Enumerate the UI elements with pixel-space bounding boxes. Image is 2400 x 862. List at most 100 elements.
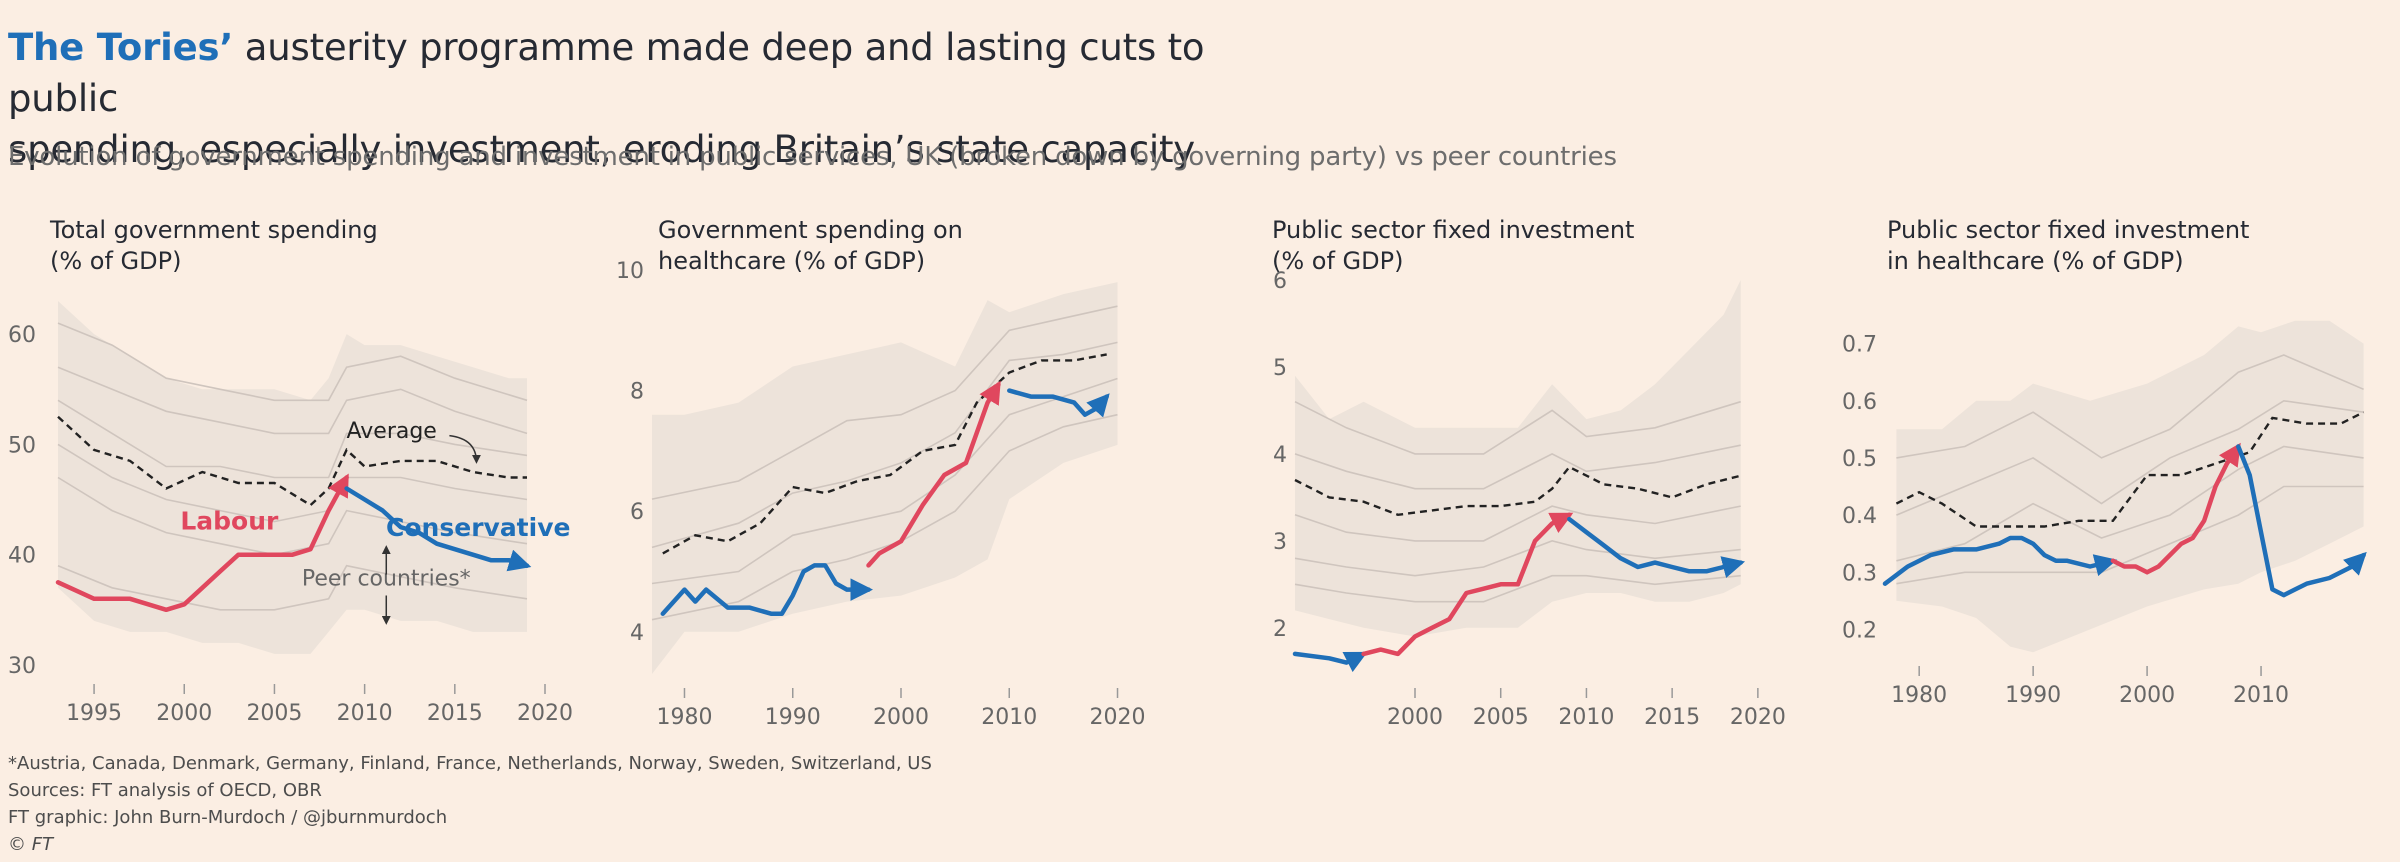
x-tick-label: 2000	[1387, 705, 1443, 730]
x-tick-label: 2010	[337, 701, 393, 726]
label-average: Average	[347, 419, 437, 444]
x-tick-label: 2000	[156, 701, 212, 726]
conservative-series-line	[1007, 388, 1110, 418]
conservative-series-line	[660, 563, 873, 616]
y-tick-label: 60	[8, 323, 36, 348]
x-tick-label: 2010	[1558, 705, 1614, 730]
chart-panel-3: Public sector fixed investment (% of GDP)…	[1272, 216, 1786, 730]
chart-title: Government spending on	[658, 216, 963, 244]
x-tick-label: 2000	[873, 705, 929, 730]
peer-country-line	[1294, 444, 1741, 490]
label-labour: Labour	[180, 506, 279, 535]
x-tick-label: 1990	[2005, 683, 2061, 708]
peer-country-line	[1896, 485, 2364, 585]
peer-country-line	[1896, 399, 2364, 516]
chart-panel-1: Total government spending (% of GDP) 30 40 5…	[8, 216, 573, 726]
chart-panel-4: Public sector fixed investment in healthc…	[1842, 216, 2367, 708]
x-tick-label: 1995	[66, 701, 122, 726]
y-tick-label: 0.5	[1842, 447, 1877, 472]
peer-band	[652, 282, 1118, 674]
headline-accent: The Tories’	[8, 26, 234, 69]
x-tick-label: 2015	[1644, 705, 1700, 730]
peer-country-line	[651, 341, 1118, 549]
subtitle: Evolution of government spending and inv…	[8, 142, 1617, 172]
chart-subtitle: healthcare (% of GDP)	[658, 247, 925, 275]
peer-country-line	[57, 564, 528, 611]
labour-series-line	[55, 473, 349, 613]
y-tick-label: 50	[8, 433, 36, 458]
average-line	[662, 353, 1107, 555]
peer-country-line	[57, 399, 528, 479]
peer-country-line	[1896, 354, 2364, 459]
x-tick-label: 2010	[2233, 683, 2289, 708]
x-tick-label: 2020	[1090, 705, 1146, 730]
chart-title: Public sector fixed investment	[1887, 216, 2249, 244]
x-tick-label: 2000	[2119, 683, 2175, 708]
x-tick-label: 2020	[1730, 705, 1786, 730]
x-tick-label: 1980	[656, 705, 712, 730]
peer-country-line	[1896, 445, 2364, 562]
x-tick-label: 1980	[1891, 683, 1947, 708]
average-line	[57, 415, 527, 507]
conservative-series-line	[2236, 444, 2367, 598]
headline-line2: spending, especially investment, eroding…	[8, 128, 1196, 171]
average-line	[1895, 411, 2365, 528]
y-tick-label: 40	[8, 544, 36, 569]
sources-note: Sources: FT analysis of OECD, OBR	[8, 780, 322, 801]
average-line	[1294, 465, 1741, 517]
y-tick-label: 6	[630, 500, 644, 525]
y-tick-label: 10	[616, 259, 644, 284]
x-tick-label: 2010	[981, 705, 1037, 730]
y-tick-label: 4	[630, 621, 644, 646]
x-tick-label: 2020	[517, 701, 573, 726]
chart-title: Total government spending	[49, 216, 378, 244]
peer-country-line	[57, 322, 528, 402]
footer: *Austria, Canada, Denmark, Germany, Finl…	[8, 750, 932, 858]
footnote-countries: *Austria, Canada, Denmark, Germany, Finl…	[8, 753, 932, 774]
y-tick-label: 30	[8, 654, 36, 679]
conservative-series-line	[344, 486, 532, 572]
chart-subtitle: (% of GDP)	[1272, 247, 1403, 275]
peer-country-line	[57, 476, 528, 556]
label-conservative: Conservative	[386, 513, 570, 542]
x-tick-label: 2015	[427, 701, 483, 726]
conservative-series-line	[1292, 651, 1368, 673]
x-tick-label: 2005	[1473, 705, 1529, 730]
x-tick-label: 2005	[246, 701, 302, 726]
average-pointer	[449, 434, 481, 464]
labour-series-line	[1361, 512, 1574, 657]
conservative-series-line	[1567, 516, 1746, 578]
peer-country-line	[57, 366, 528, 435]
labour-series-line	[866, 380, 1001, 568]
peer-country-line	[57, 443, 528, 523]
y-tick-label: 8	[630, 380, 644, 405]
y-tick-label: 6	[1273, 269, 1287, 294]
peer-country-line	[1294, 505, 1741, 542]
headline-line1: austerity programme made deep and lastin…	[8, 26, 1205, 120]
peer-country-line	[651, 377, 1118, 585]
peer-country-line	[651, 305, 1118, 500]
y-tick-label: 2	[1273, 617, 1287, 642]
chart-title: Public sector fixed investment	[1272, 216, 1634, 244]
y-tick-label: 0.3	[1842, 561, 1877, 586]
headline: The Tories’ austerity programme made dee…	[8, 22, 1308, 175]
peer-country-line	[1294, 540, 1741, 577]
conservative-series-line	[1882, 535, 2118, 586]
labour-series-line	[2110, 442, 2241, 575]
chart-subtitle: in healthcare (% of GDP)	[1887, 247, 2184, 275]
peer-band	[1896, 320, 2364, 653]
x-tick-label: 1990	[765, 705, 821, 730]
copyright: © FT	[8, 834, 54, 855]
chart-panel-2: Government spending on healthcare (% of G…	[616, 216, 1146, 730]
y-tick-label: 3	[1273, 530, 1287, 555]
y-tick-label: 0.2	[1842, 618, 1877, 643]
y-tick-label: 0.4	[1842, 504, 1877, 529]
peer-country-line	[1294, 400, 1741, 455]
y-tick-label: 0.6	[1842, 390, 1877, 415]
graphic-credit: FT graphic: John Burn-Murdoch / @jburnmu…	[8, 807, 448, 828]
y-tick-label: 5	[1273, 356, 1287, 381]
chart-subtitle: (% of GDP)	[50, 247, 181, 275]
peer-country-line	[1294, 574, 1741, 603]
peer-band	[1295, 280, 1741, 637]
